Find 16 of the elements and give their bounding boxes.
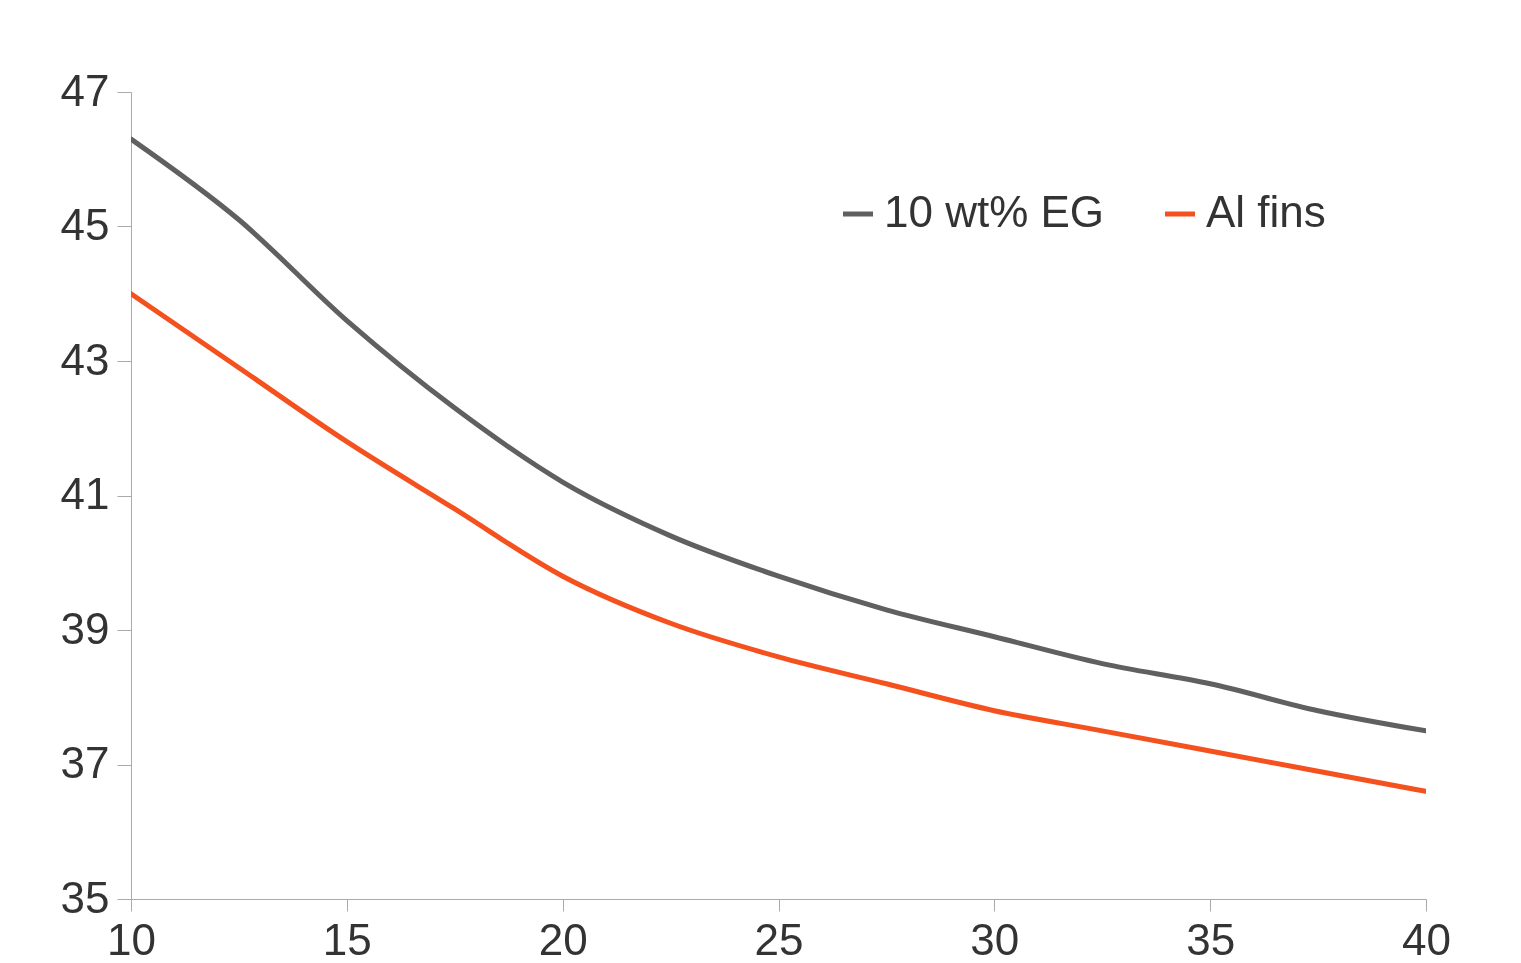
x-tick-label: 35 <box>1186 914 1236 963</box>
x-tick-label: 30 <box>970 914 1020 963</box>
x-tick-label: 40 <box>1402 914 1451 963</box>
x-tick-label: 25 <box>754 914 804 963</box>
x-tick-label: 20 <box>538 914 588 963</box>
y-tick-label: 37 <box>60 738 110 787</box>
y-tick-label: 43 <box>60 334 110 384</box>
x-tick-label: 15 <box>322 914 372 963</box>
y-tick-label: 47 <box>60 65 110 115</box>
y-tick-label: 45 <box>60 200 110 249</box>
legend-label: 10 wt% EG <box>884 187 1105 236</box>
y-tick-label: 39 <box>60 603 110 653</box>
y-tick-label: 35 <box>60 872 110 922</box>
legend-label: Al fins <box>1206 187 1326 236</box>
x-tick-label: 10 <box>107 914 156 963</box>
y-tick-label: 41 <box>60 469 110 518</box>
